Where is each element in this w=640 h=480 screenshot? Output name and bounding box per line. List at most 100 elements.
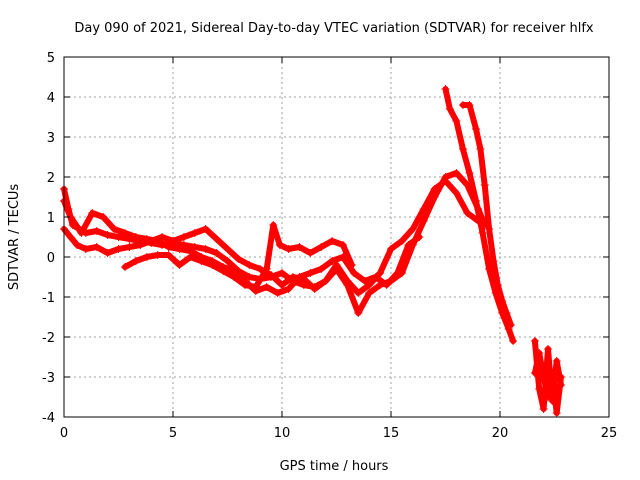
data-point [321, 277, 330, 285]
data-point [158, 233, 167, 241]
data-point [275, 241, 284, 249]
data-point [284, 245, 293, 253]
data-point [509, 337, 518, 345]
data-point [530, 369, 539, 377]
data-point [295, 243, 304, 251]
data-point [273, 289, 282, 297]
data-point [445, 105, 454, 113]
data-point [103, 249, 112, 257]
data-point [535, 385, 544, 393]
data-point [419, 217, 428, 225]
data-point [197, 257, 206, 265]
data-point [339, 241, 348, 249]
data-point [328, 237, 337, 245]
data-point [478, 229, 487, 237]
data-point [136, 241, 145, 249]
data-point [114, 245, 123, 253]
data-point [465, 169, 474, 177]
data-point [347, 261, 356, 269]
data-point [502, 309, 511, 317]
data-point [99, 213, 108, 221]
data-point [452, 189, 461, 197]
y-tick-label: 3 [47, 131, 55, 146]
data-point [186, 253, 195, 261]
data-point [415, 233, 424, 241]
x-axis-label: GPS time / hours [280, 459, 389, 474]
data-point [92, 227, 101, 235]
data-point [493, 281, 502, 289]
data-point [543, 393, 552, 401]
data-point [267, 271, 276, 279]
data-point [110, 225, 119, 233]
data-point [480, 181, 489, 189]
data-point [295, 273, 304, 281]
data-point [317, 265, 326, 273]
data-point [208, 261, 217, 269]
data-point [190, 243, 199, 251]
data-point [142, 235, 151, 243]
data-point [430, 185, 439, 193]
y-tick-label: -4 [42, 411, 55, 426]
data-point [441, 85, 450, 93]
data-point [397, 237, 406, 245]
data-point [472, 125, 481, 133]
data-point [219, 267, 228, 275]
data-point [387, 245, 395, 253]
data-point [306, 269, 315, 277]
data-point [317, 243, 326, 251]
data-point [201, 245, 210, 253]
data-point [463, 209, 472, 217]
x-tick-label: 20 [492, 426, 509, 441]
data-point [121, 263, 130, 271]
data-point [245, 261, 254, 269]
data-point [382, 281, 391, 289]
data-point [530, 337, 539, 345]
plot-frame [63, 56, 610, 418]
data-point [452, 117, 461, 125]
data-point [485, 225, 494, 233]
data-point [103, 231, 112, 239]
data-point [552, 409, 561, 417]
data-point [131, 257, 140, 265]
data-point [223, 245, 232, 253]
data-point [114, 233, 123, 241]
data-point [489, 257, 498, 265]
x-tick-label: 5 [169, 426, 177, 441]
data-point [240, 281, 249, 289]
data-point [212, 249, 221, 257]
data-point [131, 233, 140, 241]
data-point [472, 197, 481, 205]
data-point [251, 283, 260, 291]
data-point [539, 405, 548, 413]
y-tick-label: 0 [47, 251, 55, 266]
data-point [535, 349, 544, 357]
series-4 [121, 221, 356, 291]
data-point [262, 283, 271, 291]
series-8 [530, 349, 566, 417]
series-1 [60, 169, 489, 317]
data-point [175, 245, 184, 253]
data-point [557, 373, 566, 381]
y-tick-label: 5 [47, 51, 55, 66]
data-area [60, 85, 566, 417]
data-point [552, 357, 561, 365]
data-point [498, 297, 507, 305]
x-tick-label: 0 [60, 426, 68, 441]
y-tick-label: -1 [42, 291, 55, 306]
data-point [408, 225, 417, 233]
data-point [234, 255, 243, 263]
data-point [539, 373, 548, 381]
data-point [548, 369, 557, 377]
data-point [404, 241, 413, 249]
data-point [458, 145, 467, 153]
series-3 [60, 197, 424, 297]
x-tick-label: 25 [601, 426, 618, 441]
data-point [452, 169, 461, 177]
data-point [543, 345, 552, 353]
data-point [169, 237, 177, 245]
data-point [190, 229, 199, 237]
data-point [476, 145, 485, 153]
data-point [278, 281, 286, 289]
data-point [81, 245, 90, 253]
